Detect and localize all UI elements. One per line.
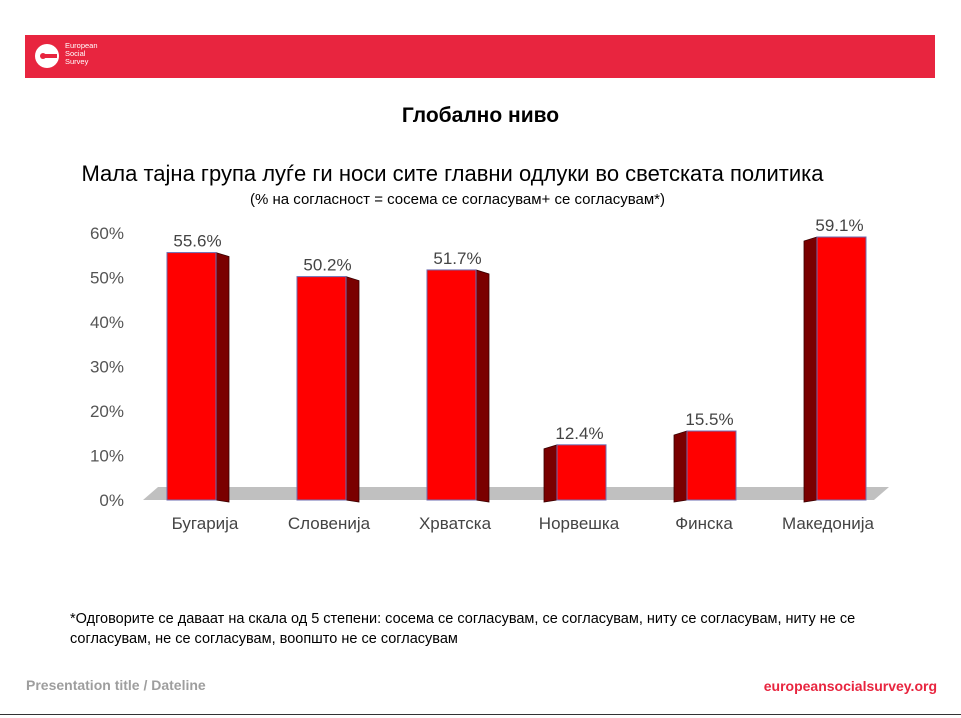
data-label: 59.1% bbox=[815, 216, 863, 235]
chart-title: Мала тајна група луѓе ги носи сите главн… bbox=[81, 161, 824, 186]
bar bbox=[686, 430, 737, 501]
data-label: 15.5% bbox=[685, 410, 733, 429]
ess-logo-icon bbox=[35, 44, 59, 68]
bar bbox=[816, 236, 867, 501]
y-tick-label: 40% bbox=[90, 313, 124, 332]
bar bbox=[426, 269, 477, 501]
x-tick-label: Хрватска bbox=[419, 514, 492, 533]
y-tick-label: 20% bbox=[90, 402, 124, 421]
logo-text: European Social Survey bbox=[65, 42, 98, 66]
bar bbox=[556, 444, 607, 501]
bar bbox=[166, 252, 217, 501]
logo-line: Social bbox=[65, 49, 86, 58]
x-tick-label: Словенија bbox=[288, 514, 371, 533]
x-tick-label: Македонија bbox=[782, 514, 875, 533]
data-label: 55.6% bbox=[173, 232, 221, 251]
y-tick-label: 60% bbox=[90, 224, 124, 243]
data-label: 50.2% bbox=[303, 256, 351, 275]
x-tick-label: Бугарија bbox=[172, 514, 239, 533]
bar-side bbox=[475, 269, 490, 503]
bar-side bbox=[215, 252, 230, 503]
y-tick-label: 10% bbox=[90, 447, 124, 466]
y-tick-label: 30% bbox=[90, 358, 124, 377]
logo-line: European bbox=[65, 41, 98, 50]
footer-dateline: Presentation title / Dateline bbox=[26, 677, 206, 693]
x-tick-label: Норвешка bbox=[539, 514, 620, 533]
page-heading: Глобално ниво bbox=[401, 104, 560, 127]
chart-floor bbox=[143, 487, 889, 500]
ess-logo[interactable]: European Social Survey bbox=[33, 41, 113, 73]
footer-website-link[interactable]: europeansocialsurvey.org bbox=[763, 678, 937, 694]
bar-side bbox=[673, 430, 688, 503]
footnote: *Одговорите се даваат на скала од 5 степ… bbox=[70, 611, 856, 647]
bottom-divider bbox=[0, 714, 961, 715]
bar-side bbox=[543, 444, 558, 503]
bar bbox=[296, 276, 347, 501]
header-banner: European Social Survey bbox=[25, 35, 935, 78]
logo-line: Survey bbox=[65, 57, 89, 66]
bar-side bbox=[803, 236, 818, 503]
bar-side bbox=[345, 276, 360, 503]
data-label: 12.4% bbox=[555, 424, 603, 443]
y-tick-label: 50% bbox=[90, 269, 124, 288]
x-tick-label: Финска bbox=[675, 514, 733, 533]
data-label: 51.7% bbox=[433, 249, 481, 268]
chart-subtitle: (% на согласност = сосема се согласувам+… bbox=[250, 191, 665, 208]
y-tick-label: 0% bbox=[99, 491, 124, 510]
